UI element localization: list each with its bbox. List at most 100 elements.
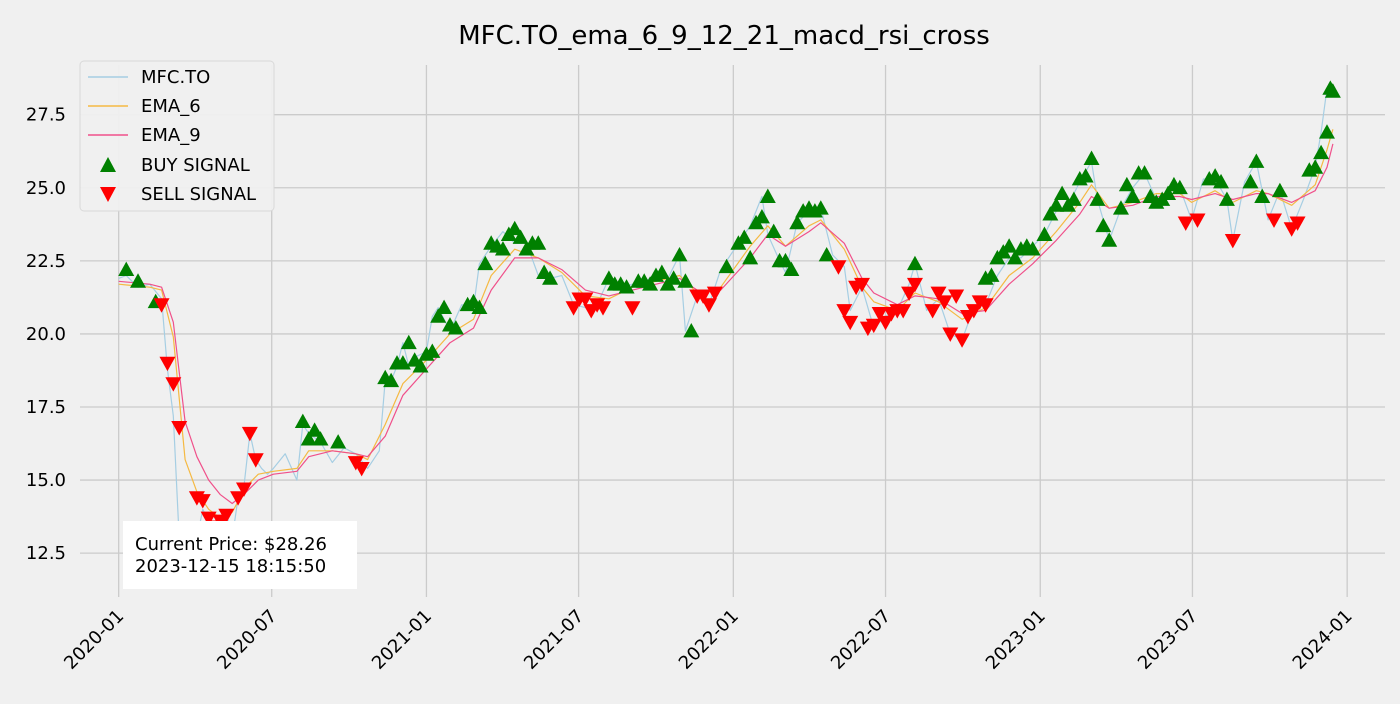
- sell-signal-marker: [954, 333, 971, 348]
- sell-signal-marker: [877, 315, 894, 331]
- buy-signal-marker: [1171, 179, 1188, 195]
- buy-signal-marker: [759, 188, 776, 203]
- legend-label-ema9: EMA_9: [141, 125, 201, 146]
- legend-label-ema6: EMA_6: [141, 96, 201, 117]
- sell-signal-marker: [153, 298, 170, 313]
- sell-signal-marker: [171, 421, 188, 436]
- sell-signal-marker: [853, 277, 870, 293]
- buy-signal-marker: [1218, 191, 1235, 206]
- sell-signal-marker: [194, 494, 211, 509]
- sell-signal-marker: [230, 491, 247, 506]
- sell-signal-marker: [842, 315, 859, 331]
- sell-signal-marker: [706, 286, 723, 301]
- buy-signal-marker: [1042, 206, 1059, 221]
- legend: MFC.TO EMA_6 EMA_9 BUY SIGNAL SELL SIGNA…: [79, 60, 275, 212]
- buy-signal-marker: [300, 431, 317, 446]
- legend-label-sell: SELL SIGNAL: [141, 184, 256, 205]
- buy-signal-marker: [1095, 217, 1112, 233]
- chart-title: MFC.TO_ema_6_9_12_21_macd_rsi_cross: [458, 21, 990, 51]
- y-tick-label: 20.0: [26, 324, 66, 345]
- buy-signal-marker: [1118, 176, 1135, 192]
- sell-signal-marker: [871, 307, 888, 322]
- sell-signal-marker: [565, 301, 582, 316]
- buy-signal-marker: [1160, 185, 1177, 201]
- buy-signal-marker: [394, 355, 411, 370]
- sell-signal-marker: [1289, 216, 1306, 231]
- buy-signal-marker: [430, 308, 447, 323]
- y-tick-label: 17.5: [26, 397, 66, 418]
- buy-signal-marker: [330, 434, 347, 449]
- buy-signal-marker: [1083, 150, 1100, 165]
- buy-signal-marker: [1065, 191, 1082, 206]
- buy-signal-marker: [412, 358, 429, 373]
- buy-signal-marker: [512, 229, 529, 244]
- sell-signal-marker: [930, 286, 947, 301]
- buy-signal-marker: [765, 223, 782, 239]
- buy-signal-marker: [1124, 188, 1141, 203]
- buy-signal-marker: [753, 209, 770, 224]
- sell-signal-marker: [624, 301, 641, 316]
- buy-signal-marker: [683, 323, 700, 338]
- buy-signal-marker: [471, 299, 488, 315]
- y-tick-label: 15.0: [26, 470, 66, 491]
- sell-signal-marker: [159, 356, 176, 372]
- buy-signal-marker: [983, 267, 1000, 282]
- sell-signal-marker: [865, 318, 882, 334]
- buy-signal-marker: [618, 279, 635, 294]
- legend-box: [79, 60, 275, 212]
- sell-signal-marker: [901, 286, 918, 301]
- buy-signal-marker: [1077, 168, 1094, 183]
- sell-signal-marker: [1177, 216, 1194, 231]
- legend-label-price: MFC.TO: [141, 67, 210, 88]
- sell-signal-marker: [577, 292, 594, 307]
- legend-swatch-buy: [100, 157, 116, 172]
- buy-signal-marker: [1036, 226, 1053, 241]
- sell-signal-marker: [353, 461, 370, 477]
- sell-signal-marker: [977, 298, 994, 313]
- legend-label-buy: BUY SIGNAL: [141, 155, 250, 176]
- sell-signal-marker: [241, 426, 258, 442]
- price-annotation: Current Price: $28.26 2023-12-15 18:15:5…: [123, 521, 357, 589]
- buy-signal-marker: [1054, 185, 1071, 201]
- legend-swatch-sell: [100, 187, 116, 202]
- y-tick-label: 25.0: [26, 178, 66, 199]
- sell-signal-marker: [235, 482, 252, 497]
- buy-signal-marker: [642, 276, 659, 291]
- buy-signal-marker: [130, 273, 147, 288]
- buy-signal-marker: [1248, 153, 1265, 168]
- buy-signal-marker: [1024, 241, 1041, 256]
- buy-signal-marker: [789, 214, 806, 230]
- buy-signal-marker: [818, 247, 835, 262]
- sell-signal-marker: [1224, 233, 1241, 249]
- buy-signal-marker: [447, 320, 464, 335]
- buy-signal-marker: [736, 229, 753, 244]
- sell-signal-marker: [695, 289, 712, 304]
- buy-signal-marker: [742, 249, 759, 265]
- buy-signal-marker: [400, 334, 417, 350]
- buy-signal-marker: [436, 299, 453, 315]
- buy-signal-marker: [294, 413, 311, 429]
- buy-signal-marker: [1048, 197, 1065, 212]
- buy-signal-marker: [1112, 200, 1129, 215]
- buy-signal-marker: [306, 422, 323, 437]
- sell-signal-marker: [906, 277, 923, 293]
- buy-signal-marker: [1242, 173, 1259, 189]
- buy-signal-marker: [812, 200, 829, 215]
- sell-signal-marker: [700, 298, 717, 313]
- sell-signal-marker: [1266, 213, 1283, 228]
- sell-signal-marker: [200, 511, 217, 527]
- y-tick-label: 22.5: [26, 251, 66, 272]
- buy-signal-marker: [1007, 249, 1024, 265]
- sell-signal-marker: [895, 304, 912, 319]
- buy-signal-marker: [424, 343, 441, 358]
- buy-signal-marker: [1089, 191, 1106, 206]
- sell-signal-marker: [165, 377, 182, 392]
- buy-signal-marker: [477, 255, 494, 271]
- sell-signal-marker: [965, 304, 982, 319]
- sell-signal-marker: [936, 295, 953, 310]
- sell-signal-marker: [247, 453, 264, 468]
- buy-signal-marker: [653, 264, 670, 279]
- buy-signal-marker: [906, 255, 923, 271]
- buy-signal-marker: [506, 220, 523, 236]
- buy-signal-marker: [494, 241, 511, 256]
